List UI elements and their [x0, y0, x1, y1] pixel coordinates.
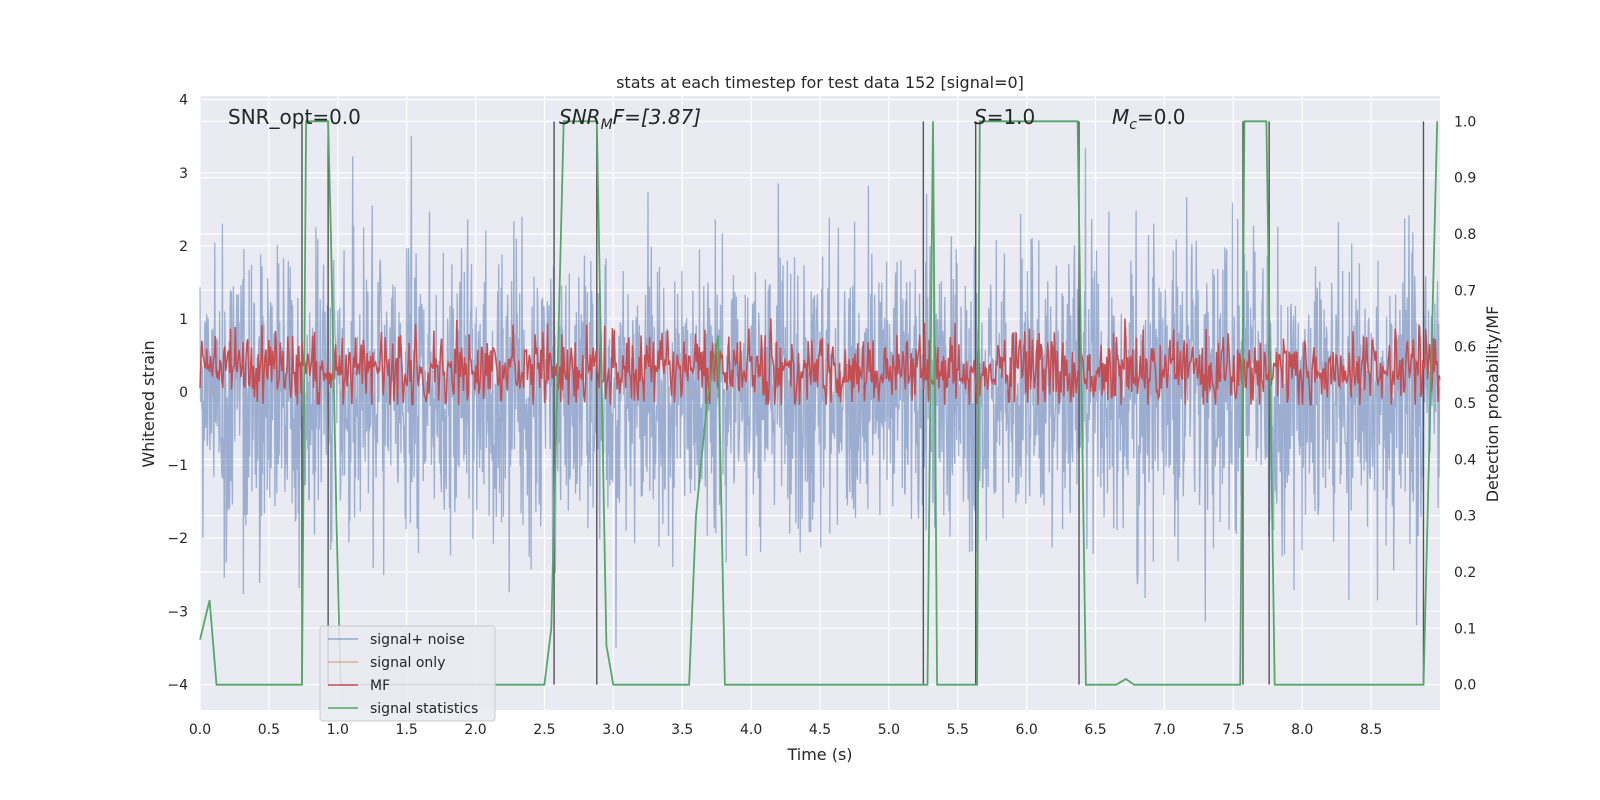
legend-label-signal-statistics: signal statistics — [370, 701, 478, 717]
x-tick-label-11: 5.5 — [947, 722, 969, 738]
y-tick-label-4: 0 — [179, 385, 188, 401]
tick-labels: 0.0 0.5 1.0 1.5 2.0 2.5 3.0 3.5 4.0 4.5 5.0 5.5 6.0 6… — [167, 93, 1476, 738]
y2-tick-label-5: 0.5 — [1454, 396, 1476, 412]
y-tick-label-7: −3 — [167, 604, 188, 620]
x-tick-label-8: 4.0 — [740, 722, 762, 738]
y-tick-label-8: −4 — [167, 677, 188, 693]
x-tick-label-3: 1.5 — [396, 722, 418, 738]
series-layer — [199, 120, 1441, 686]
annotation-s-value: =1.0 — [987, 105, 1036, 129]
annotation-snr-mf: SNRMF=[3.87] — [559, 105, 701, 133]
x-tick-label-4: 2.0 — [464, 722, 486, 738]
y2-axis-label: Detection probability/MF — [1483, 306, 1502, 503]
x-tick-label-7: 3.5 — [671, 722, 693, 738]
x-tick-label-14: 7.0 — [1153, 722, 1175, 738]
annotation-mc-label: M — [1112, 105, 1129, 129]
annotation-snr-mf-sub: M — [601, 117, 613, 133]
x-tick-label-15: 7.5 — [1222, 722, 1244, 738]
annotation-mc-value: =0.0 — [1137, 105, 1186, 129]
legend-label-signal-only: signal only — [370, 655, 445, 671]
y-tick-label-1: 3 — [179, 166, 188, 182]
y-tick-label-3: 1 — [179, 312, 188, 328]
y2-tick-label-3: 0.7 — [1454, 283, 1476, 299]
x-tick-label-10: 5.0 — [878, 722, 900, 738]
legend-box — [319, 625, 496, 722]
y2-tick-label-6: 0.4 — [1454, 452, 1476, 468]
legend-label-signal-noise: signal+ noise — [370, 632, 465, 648]
x-tick-label-13: 6.5 — [1084, 722, 1106, 738]
annotation-mc: Mc=0.0 — [1112, 105, 1186, 133]
legend: signal+ noise signal only MF signal stat… — [319, 625, 496, 722]
y2-tick-label-4: 0.6 — [1454, 340, 1476, 356]
y2-tick-label-8: 0.2 — [1454, 565, 1476, 581]
series-mf — [199, 318, 1441, 406]
x-tick-label-2: 1.0 — [327, 722, 349, 738]
y2-tick-label-7: 0.3 — [1454, 509, 1476, 525]
x-axis-label: Time (s) — [786, 745, 852, 764]
y2-tick-label-2: 0.8 — [1454, 227, 1476, 243]
x-tick-label-9: 4.5 — [809, 722, 831, 738]
y-tick-label-6: −2 — [167, 531, 188, 547]
y-tick-label-0: 4 — [179, 93, 188, 109]
x-tick-label-0: 0.0 — [189, 722, 211, 738]
y-axis-label: Whitened strain — [139, 340, 158, 467]
x-tick-label-6: 3.0 — [602, 722, 624, 738]
annotation-snr-mf-rest: F=[3.87] — [613, 105, 701, 129]
series-signal-noise — [199, 136, 1441, 648]
x-tick-label-12: 6.0 — [1016, 722, 1038, 738]
y2-tick-label-0: 1.0 — [1454, 114, 1476, 130]
y2-tick-label-1: 0.9 — [1454, 171, 1476, 187]
x-tick-label-5: 2.5 — [533, 722, 555, 738]
x-tick-label-16: 8.0 — [1291, 722, 1313, 738]
y2-tick-label-10: 0.0 — [1454, 678, 1476, 694]
y-tick-label-5: −1 — [167, 458, 188, 474]
x-tick-label-17: 8.5 — [1360, 722, 1382, 738]
annotation-s-label: S — [974, 105, 987, 129]
annotation-snr-mf-base: SNR — [559, 105, 601, 129]
annotation-snr-opt: SNR_opt=0.0 — [228, 105, 361, 129]
y2-tick-label-9: 0.1 — [1454, 621, 1476, 637]
annotation-s: S=1.0 — [974, 105, 1035, 129]
chart-title: stats at each timestep for test data 152… — [616, 73, 1024, 92]
legend-label-mf: MF — [370, 678, 390, 694]
y-tick-label-2: 2 — [179, 239, 188, 255]
annotation-mc-sub: c — [1129, 117, 1137, 133]
x-tick-label-1: 0.5 — [258, 722, 280, 738]
series-signal-statistics — [199, 120, 1439, 686]
